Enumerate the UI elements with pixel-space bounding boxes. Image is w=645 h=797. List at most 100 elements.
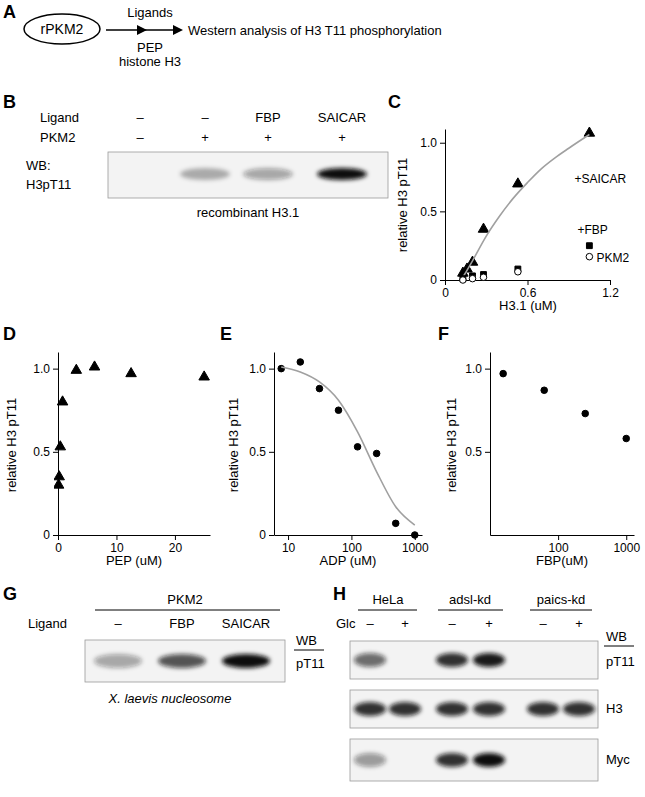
band xyxy=(94,654,142,668)
band xyxy=(563,753,595,767)
x-axis-title: H3.1 (uM) xyxy=(499,298,557,313)
blot-strip xyxy=(350,690,598,728)
lane-label: + xyxy=(575,616,583,631)
point xyxy=(460,277,467,284)
point xyxy=(199,371,210,380)
x-tick: 1000 xyxy=(613,535,640,555)
band xyxy=(563,653,595,667)
panel-letter: B xyxy=(3,92,16,112)
row-label: Ligand xyxy=(28,616,67,631)
lane-label: + xyxy=(264,130,272,145)
point xyxy=(354,444,361,451)
group-label: adsl-kd xyxy=(449,592,491,607)
point xyxy=(582,410,589,417)
x-axis-line xyxy=(59,535,211,536)
x-tick-label: 10 xyxy=(282,541,296,555)
point xyxy=(57,396,68,405)
panel-letter: F xyxy=(438,324,449,344)
x-tick: 100 xyxy=(549,535,569,555)
wb-rule xyxy=(604,646,634,647)
panel-letter: C xyxy=(388,92,401,112)
point xyxy=(54,471,64,480)
lane-label: FBP xyxy=(169,616,194,631)
x-tick-label: 0 xyxy=(55,541,62,555)
point xyxy=(316,385,323,392)
group-label: HeLa xyxy=(372,592,404,607)
band xyxy=(527,753,559,767)
band xyxy=(527,702,559,716)
plot-data xyxy=(500,370,630,441)
point xyxy=(623,435,630,442)
band xyxy=(436,702,468,716)
point xyxy=(297,359,304,366)
step-label: histone H3 xyxy=(119,54,181,69)
y-tick-label: 1.0 xyxy=(420,136,437,150)
group-rule xyxy=(438,610,503,611)
blot-panel: Ligand––FBPSAICARPKM2–+++WB:H3pT11recomb… xyxy=(26,110,388,220)
point xyxy=(515,268,522,275)
x-axis-line xyxy=(275,535,423,536)
lane-label: – xyxy=(136,110,144,125)
point xyxy=(89,361,100,370)
wb-label: WB xyxy=(606,629,627,644)
plot-data xyxy=(278,359,418,539)
point xyxy=(541,387,548,394)
blot-strip xyxy=(108,152,388,198)
y-tick-mark xyxy=(53,369,58,370)
blot-strip xyxy=(350,641,598,679)
y-axis-line xyxy=(274,353,275,536)
y-tick-label: 0.5 xyxy=(33,445,50,459)
row-label: Ligand xyxy=(40,110,79,125)
y-tick-mark xyxy=(269,369,274,370)
x-axis: 00.61.2 xyxy=(442,280,619,300)
x-axis-title: FBP(uM) xyxy=(536,553,588,568)
x-tick: 0 xyxy=(442,280,449,300)
y-tick: 1.0 xyxy=(420,136,445,150)
lane-label: – xyxy=(136,130,144,145)
y-axis: 00.51.0 xyxy=(249,353,274,543)
chart-panel: 10010000.51.0FBP(uM)relative H3 pT11 xyxy=(444,353,640,569)
blot-strip xyxy=(350,739,598,781)
x-tick: 100 xyxy=(342,535,362,555)
band xyxy=(527,653,559,667)
band xyxy=(389,753,421,767)
y-tick-label: 1.0 xyxy=(33,362,50,376)
x-tick-mark xyxy=(288,535,289,540)
y-tick-label: 1.0 xyxy=(249,362,266,376)
panel-letter: H xyxy=(333,584,346,604)
lane-label: + xyxy=(338,130,346,145)
y-tick: 0.5 xyxy=(465,445,490,459)
y-tick: 1.0 xyxy=(33,362,58,376)
readout-label: Western analysis of H3 T11 phosphorylati… xyxy=(188,23,442,38)
point xyxy=(586,243,592,249)
band xyxy=(436,753,468,767)
y-axis-title: relative H3 pT11 xyxy=(4,398,19,492)
band xyxy=(389,653,421,667)
panel-letter: E xyxy=(220,324,232,344)
y-axis-title: relative H3 pT11 xyxy=(226,398,241,492)
y-axis-line xyxy=(445,130,446,281)
band xyxy=(354,702,386,716)
plot-data xyxy=(54,361,209,488)
y-tick: 0 xyxy=(430,273,445,287)
lane-label: SAICAR xyxy=(222,616,270,631)
lane-label: – xyxy=(366,616,374,631)
y-tick-label: 0.5 xyxy=(420,205,437,219)
x-tick-mark xyxy=(445,280,446,285)
diagram: rPKM2LigandsPEPhistone H3Western analysi… xyxy=(24,5,442,69)
chart-panel: 0102000.51.0PEP (uM)relative H3 pT11 xyxy=(4,353,211,569)
y-tick-mark xyxy=(269,452,274,453)
band xyxy=(115,168,165,180)
strip-label: H3 xyxy=(606,701,623,716)
x-axis-title: PEP (uM) xyxy=(106,553,162,568)
group-rule xyxy=(530,610,592,611)
y-axis-title: relative H3 pT11 xyxy=(444,398,459,492)
group-rule xyxy=(358,610,417,611)
figure-canvas: ABCDEFGHrPKM2LigandsPEPhistone H3Western… xyxy=(0,0,645,797)
group-label: paics-kd xyxy=(537,592,585,607)
x-axis-title: ADP (uM) xyxy=(320,553,377,568)
x-tick-mark xyxy=(58,535,59,540)
wb-label: H3pT11 xyxy=(26,177,71,192)
y-tick-label: 0 xyxy=(430,273,437,287)
caption: X. laevis nucleosome xyxy=(108,691,232,706)
